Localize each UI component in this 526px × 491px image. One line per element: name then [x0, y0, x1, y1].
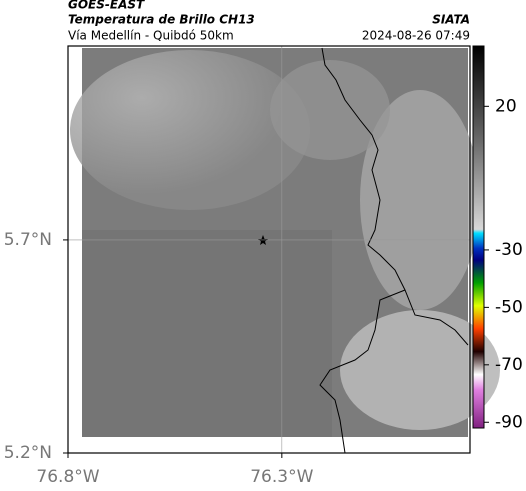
clear-area: [82, 230, 332, 437]
cloud: [70, 50, 310, 210]
map-frame: [67, 45, 471, 454]
org: SIATA: [432, 13, 470, 27]
x-tick-label: 76.8°W: [36, 467, 99, 487]
source: GOES-EAST: [68, 0, 145, 12]
colorbar-tick-label: -50: [495, 297, 523, 317]
cloud: [360, 90, 480, 310]
satellite-image: [70, 47, 500, 454]
colorbar-tick-label: -90: [495, 412, 523, 432]
y-tick-label: 5.7°N: [4, 230, 52, 250]
cloud: [270, 60, 390, 160]
subtitle: Vía Medellín - Quibdó 50km: [68, 29, 234, 43]
x-tick-label: 76.3°W: [250, 467, 313, 487]
colorbar: [472, 45, 485, 429]
timestamp: 2024-08-26 07:49: [362, 29, 470, 43]
colorbar-tick-label: 20: [495, 96, 517, 116]
colorbar-tick-label: -30: [495, 240, 523, 260]
y-tick-label: 5.2°N: [4, 443, 52, 463]
title: Temperatura de Brillo CH13: [68, 13, 255, 27]
boundary: [319, 47, 469, 454]
cloud: [340, 310, 500, 430]
colorbar-tick-label: -70: [495, 355, 523, 375]
